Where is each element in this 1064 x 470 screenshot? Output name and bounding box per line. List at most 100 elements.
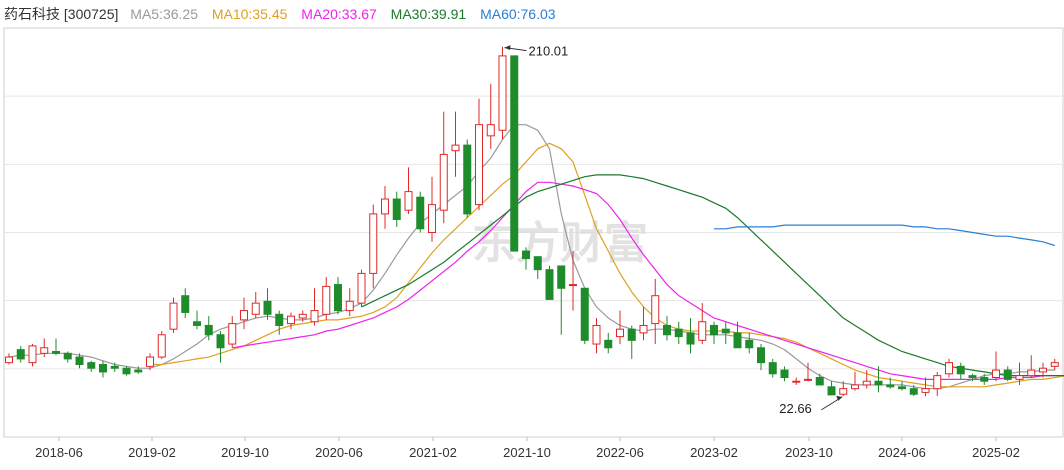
x-tick-label: 2019-02: [128, 445, 176, 460]
stock-name: 药石科技 [300725]: [4, 6, 119, 22]
candle: [146, 353, 154, 371]
candle-body: [357, 272, 366, 304]
candle: [40, 338, 49, 358]
candle: [63, 351, 72, 363]
candle-body: [381, 198, 389, 215]
candle-body: [193, 321, 201, 326]
candle: [874, 366, 883, 393]
candle-body: [404, 191, 413, 211]
candle: [780, 366, 789, 382]
candle: [16, 345, 25, 363]
candle-body: [909, 388, 918, 395]
candle-body: [322, 285, 331, 315]
x-axis: 2018-06 2019-02 2019-10 2020-06 2021-02 2021-…: [35, 437, 1020, 460]
candle-body: [1050, 362, 1059, 367]
candle-body: [228, 323, 237, 345]
candle-body: [980, 377, 989, 382]
candle: [298, 310, 307, 322]
candle: [392, 191, 401, 227]
candle-body: [87, 362, 96, 369]
candle: [110, 362, 119, 372]
candle: [5, 353, 13, 365]
candle-body: [663, 324, 671, 336]
candle: [651, 278, 660, 345]
candle: [898, 381, 906, 391]
x-tick-label: 2020-06: [315, 445, 363, 460]
candle-body: [992, 369, 1000, 379]
candle-body: [792, 380, 801, 383]
candle-body: [463, 144, 472, 215]
candle-body: [63, 352, 72, 360]
candle-body: [745, 339, 754, 349]
candle-body: [216, 334, 225, 349]
candle-body: [16, 349, 25, 360]
candle-body: [839, 388, 848, 395]
candle-body: [851, 384, 859, 390]
candle: [240, 297, 248, 330]
candle: [475, 98, 483, 211]
candle-body: [945, 362, 953, 375]
candle-body: [1003, 369, 1012, 380]
candle-body: [921, 388, 930, 393]
candle: [804, 362, 812, 382]
candle-body: [651, 295, 660, 325]
chart-legend: 药石科技 [300725] MA5:36.25 MA10:35.45 MA20:…: [4, 5, 566, 23]
candle: [1039, 362, 1047, 378]
candle: [463, 139, 472, 218]
candle: [674, 321, 683, 345]
candle-body: [698, 321, 707, 341]
annotation-high: 210.01: [529, 44, 569, 59]
candle-body: [1039, 367, 1047, 373]
watermark: 东方财富: [472, 218, 648, 269]
candle: [533, 256, 542, 279]
candle: [557, 265, 566, 335]
candle: [99, 360, 107, 378]
candle: [663, 316, 671, 341]
candle-body: [298, 313, 307, 319]
legend-ma20: MA20:33.67: [301, 6, 377, 22]
candle: [698, 303, 707, 345]
grid: [3, 27, 1064, 438]
candle: [263, 288, 272, 320]
candle-body: [157, 334, 166, 358]
candle: [204, 316, 213, 341]
candle-body: [780, 369, 789, 379]
candle-body: [592, 324, 601, 345]
candle-body: [251, 302, 260, 315]
candle-body: [475, 124, 483, 206]
candle: [580, 287, 589, 345]
candle: [710, 321, 718, 345]
candle: [639, 306, 648, 341]
candle-body: [122, 367, 131, 375]
candle-body: [287, 315, 295, 325]
candle-body: [768, 362, 777, 375]
candle: [357, 269, 366, 307]
candle: [909, 384, 918, 397]
candle-body: [627, 328, 636, 341]
candle: [228, 316, 237, 348]
candle: [827, 381, 836, 396]
candle: [334, 277, 342, 315]
candle-body: [275, 313, 284, 326]
candle: [486, 83, 495, 149]
candle: [251, 291, 260, 319]
candle-body: [169, 302, 178, 330]
candle: [75, 353, 84, 369]
ma-line-ma10: [150, 142, 1064, 388]
candle: [310, 288, 319, 326]
candle: [287, 312, 295, 330]
x-tick-label: 2024-06: [878, 445, 926, 460]
candle: [592, 318, 601, 354]
candle: [451, 111, 460, 177]
candle-body: [263, 300, 272, 315]
candle: [216, 331, 225, 363]
candle-body: [933, 375, 942, 390]
candle-body: [510, 55, 519, 252]
candles: [5, 46, 1059, 397]
candle: [757, 344, 765, 371]
candle-body: [639, 324, 648, 334]
candle: [169, 297, 178, 333]
candle: [945, 358, 953, 378]
candle: [992, 351, 1000, 382]
